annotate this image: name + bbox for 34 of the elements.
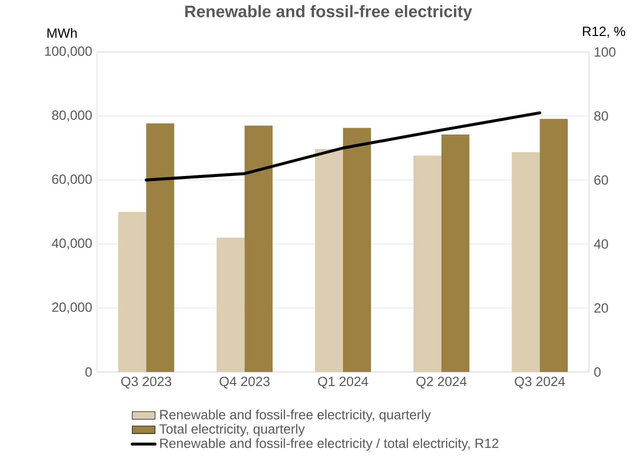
y2-tick-label: 60 (594, 175, 608, 185)
bar (315, 148, 343, 372)
bar (118, 212, 146, 372)
y2-tick-label: 40 (594, 239, 608, 249)
legend-label: Total electricity, quarterly (159, 424, 305, 436)
bar (244, 126, 273, 372)
y-tick-label: 80,000 (52, 110, 92, 122)
chart-title: Renewable and fossil-free electricity (185, 5, 472, 21)
bar (146, 123, 174, 372)
y2-tick-label: 100 (594, 47, 616, 57)
y-tick-label: 0 (85, 367, 92, 377)
bar (413, 156, 442, 372)
bar (512, 152, 540, 372)
bar (343, 128, 371, 372)
y2-tick-label: 0 (594, 367, 601, 377)
legend-label: Renewable and fossil-free electricity, quarterly (160, 410, 431, 422)
legend-label: Renewable and fossil-free electricity / total electricity, R12 (160, 438, 498, 451)
x-tick-label: Q4 2023 (220, 376, 270, 389)
x-tick-label: Q2 2024 (416, 376, 467, 389)
bar (216, 238, 245, 372)
bar (540, 118, 568, 372)
y-tick-label: 20,000 (52, 302, 92, 314)
y2-tick-label: 80 (594, 111, 608, 121)
line-series (144, 111, 542, 182)
x-tick-label: Q3 2024 (514, 376, 565, 389)
y-axis-title: MWh (48, 28, 77, 38)
y2-axis-title: R12, % (582, 26, 626, 38)
y2-tick-label: 20 (594, 303, 608, 313)
x-tick-label: Q3 2023 (121, 376, 172, 389)
y-tick-label: 60,000 (52, 174, 92, 186)
y-tick-label: 40,000 (52, 238, 92, 250)
x-tick-label: Q1 2024 (318, 376, 368, 389)
y-tick-label: 100,000 (45, 46, 92, 58)
bar (441, 134, 470, 372)
